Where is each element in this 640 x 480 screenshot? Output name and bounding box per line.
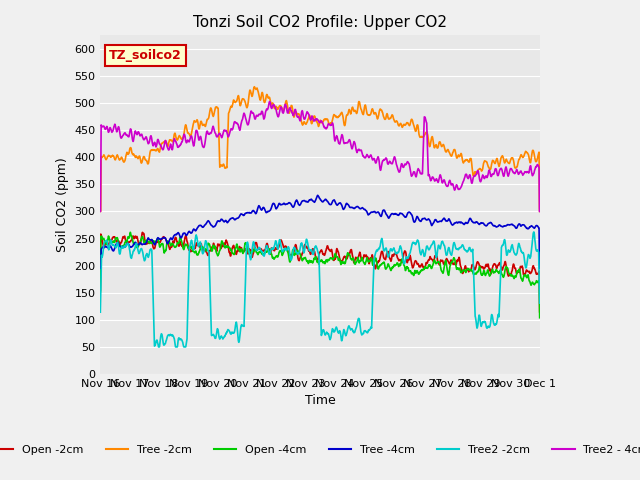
X-axis label: Time: Time xyxy=(305,395,335,408)
Title: Tonzi Soil CO2 Profile: Upper CO2: Tonzi Soil CO2 Profile: Upper CO2 xyxy=(193,15,447,30)
Tree2 - 4cm xyxy=(447,181,455,187)
Tree -4cm xyxy=(314,192,321,198)
Legend: Open -2cm, Tree -2cm, Open -4cm, Tree -4cm, Tree2 -2cm, Tree2 - 4cm: Open -2cm, Tree -2cm, Open -4cm, Tree -4… xyxy=(0,441,640,459)
Open -4cm xyxy=(536,315,543,321)
Tree -2cm xyxy=(447,153,455,159)
Tree2 -2cm xyxy=(536,300,543,306)
Tree2 - 4cm xyxy=(266,98,273,104)
Tree -4cm xyxy=(509,222,517,228)
Y-axis label: Soil CO2 (ppm): Soil CO2 (ppm) xyxy=(56,157,68,252)
Tree2 -2cm xyxy=(509,246,517,252)
Open -4cm xyxy=(332,252,340,258)
Open -2cm xyxy=(447,257,455,263)
Open -2cm xyxy=(497,264,505,270)
Open -4cm xyxy=(342,259,349,265)
Tree2 -2cm xyxy=(497,258,505,264)
Open -2cm xyxy=(97,287,104,293)
Tree -4cm xyxy=(97,265,104,271)
Open -4cm xyxy=(97,289,104,295)
Tree2 -2cm xyxy=(447,252,455,257)
Tree -2cm xyxy=(97,209,104,215)
Text: TZ_soilco2: TZ_soilco2 xyxy=(109,49,182,62)
Open -2cm xyxy=(509,262,517,268)
Tree -2cm xyxy=(536,209,543,215)
Tree -4cm xyxy=(447,220,455,226)
Line: Open -4cm: Open -4cm xyxy=(100,232,540,318)
Tree -2cm xyxy=(250,84,258,90)
Tree2 - 4cm xyxy=(97,209,104,215)
Tree -2cm xyxy=(342,119,349,124)
Open -4cm xyxy=(509,274,517,279)
Open -4cm xyxy=(219,240,227,246)
Tree2 -2cm xyxy=(530,229,538,235)
Open -2cm xyxy=(342,255,349,261)
Tree2 -2cm xyxy=(155,344,163,350)
Tree -4cm xyxy=(497,223,505,229)
Tree -4cm xyxy=(342,203,349,208)
Tree2 - 4cm xyxy=(219,132,227,137)
Tree -2cm xyxy=(509,156,517,162)
Open -2cm xyxy=(139,229,147,235)
Line: Tree -4cm: Tree -4cm xyxy=(100,195,540,268)
Tree2 - 4cm xyxy=(332,134,340,140)
Line: Tree2 -2cm: Tree2 -2cm xyxy=(100,232,540,347)
Tree2 - 4cm xyxy=(536,209,543,215)
Tree -4cm xyxy=(536,265,543,271)
Tree -2cm xyxy=(219,162,227,168)
Open -2cm xyxy=(332,252,340,258)
Open -4cm xyxy=(127,229,134,235)
Tree -4cm xyxy=(219,218,227,224)
Open -2cm xyxy=(219,243,227,249)
Tree2 - 4cm xyxy=(342,140,349,146)
Tree2 -2cm xyxy=(342,333,349,338)
Tree2 - 4cm xyxy=(497,166,505,171)
Tree2 -2cm xyxy=(97,309,104,315)
Tree2 -2cm xyxy=(332,325,340,331)
Line: Tree2 - 4cm: Tree2 - 4cm xyxy=(100,101,540,212)
Tree -2cm xyxy=(332,114,340,120)
Tree -4cm xyxy=(332,201,340,206)
Tree2 -2cm xyxy=(219,336,227,341)
Open -4cm xyxy=(497,269,505,275)
Open -4cm xyxy=(447,261,455,266)
Open -2cm xyxy=(536,309,543,315)
Tree -2cm xyxy=(497,155,505,161)
Tree2 - 4cm xyxy=(509,169,517,175)
Line: Tree -2cm: Tree -2cm xyxy=(100,87,540,212)
Line: Open -2cm: Open -2cm xyxy=(100,232,540,312)
